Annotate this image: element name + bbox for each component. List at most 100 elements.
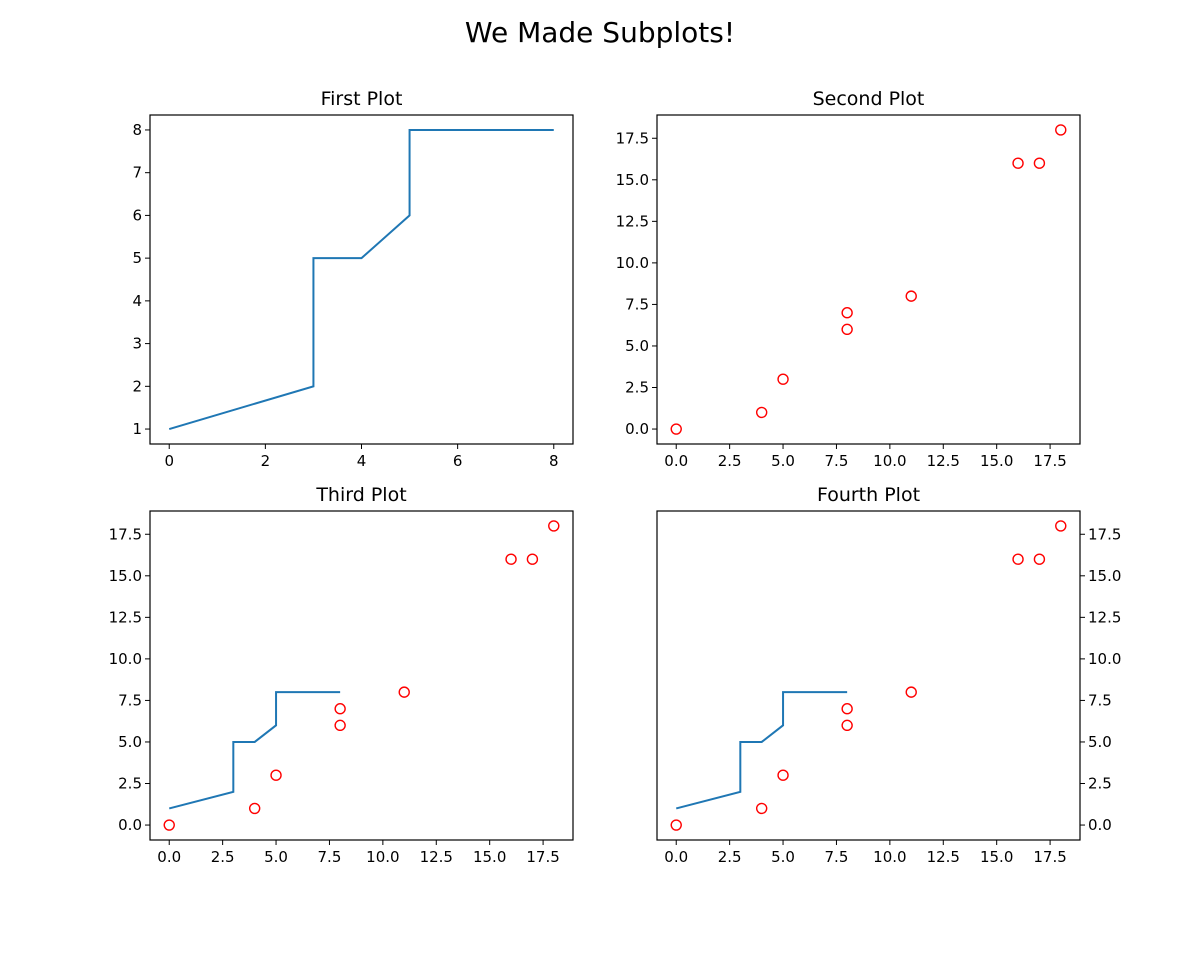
- third-plot-scatter-point: [334, 719, 346, 732]
- fourth-plot-x-tick-label: 17.5: [1033, 848, 1066, 866]
- second-plot: Second Plot 0.0 2.5 5.0 7.5 10.0 12.5 15.0 17.5 0…: [616, 88, 1081, 470]
- fourth-plot-y-tick-label: 0.0: [1088, 816, 1112, 834]
- first-plot-axes-frame: [149, 114, 574, 445]
- third-plot-y-tick-label: 7.5: [118, 691, 142, 709]
- third-plot-y-tick-label: 5.0: [118, 733, 142, 751]
- second-plot-x-tick-label: 2.5: [718, 452, 742, 470]
- second-plot-scatter-point: [905, 290, 917, 302]
- fourth-plot-scatter-point: [905, 686, 917, 698]
- second-plot-y-tick-label: 2.5: [625, 379, 649, 397]
- third-plot-y-tick-label: 17.5: [109, 525, 142, 543]
- second-plot-y-tick-label: 15.0: [616, 171, 649, 189]
- first-plot: First Plot 0 2 4 6 8 1 2 3 4 5 6 7 8: [132, 88, 574, 470]
- second-plot-scatter-point: [777, 373, 789, 385]
- third-plot-x-tick-label: 7.5: [318, 848, 342, 866]
- fourth-plot-x-tick-label: 15.0: [980, 848, 1013, 866]
- fourth-plot-y-tick-label: 7.5: [1088, 691, 1112, 709]
- second-plot-plot-area: [670, 124, 1067, 435]
- fourth-plot-y-tick-label: 15.0: [1088, 567, 1121, 585]
- first-plot-title: First Plot: [321, 88, 403, 110]
- second-plot-scatter-point: [841, 323, 853, 336]
- third-plot-y-tick-label: 0.0: [118, 816, 142, 834]
- second-plot-scatter-point: [1033, 157, 1046, 169]
- third-plot-plot-area: [163, 520, 560, 831]
- second-plot-axes-frame: [656, 114, 1081, 445]
- second-plot-y-tick-label: 5.0: [625, 337, 649, 355]
- second-plot-y-tick-label: 0.0: [625, 420, 649, 438]
- fourth-plot-scatter-point: [1055, 520, 1067, 532]
- fourth-plot-line-series: [675, 691, 848, 810]
- second-plot-y-tick-label: 7.5: [625, 295, 649, 313]
- third-plot-scatter-point: [548, 520, 560, 532]
- second-plot-x-tick-label: 7.5: [825, 452, 849, 470]
- first-plot-x-tick-label: 8: [549, 452, 559, 470]
- third-plot-scatter-point: [270, 769, 282, 781]
- third-plot-x-tick-label: 5.0: [264, 848, 288, 866]
- third-plot-scatter-point: [398, 686, 410, 698]
- first-plot-y-tick-label: 8: [132, 121, 142, 139]
- first-plot-y-tick-label: 3: [132, 335, 142, 353]
- fourth-plot-axes-frame: [656, 510, 1081, 841]
- fourth-plot-scatter-point: [755, 802, 768, 815]
- fourth-plot-y-tick-label: 17.5: [1088, 525, 1121, 543]
- second-plot-x-tick-label: 0.0: [664, 452, 688, 470]
- subplot-grid: First Plot 0 2 4 6 8 1 2 3 4 5 6 7 8 Second Plot 0.0 2.5…: [109, 88, 1122, 866]
- third-plot-x-tick-label: 0.0: [157, 848, 181, 866]
- third-plot-y-tick-label: 12.5: [109, 608, 142, 626]
- third-plot-x-tick-label: 12.5: [420, 848, 453, 866]
- second-plot-x-tick-label: 10.0: [873, 452, 906, 470]
- first-plot-y-tick-label: 2: [132, 377, 142, 395]
- second-plot-title: Second Plot: [813, 88, 925, 110]
- first-plot-line-series: [168, 128, 554, 431]
- third-plot-x-tick-label: 10.0: [366, 848, 399, 866]
- second-plot-scatter-point: [1012, 157, 1024, 169]
- third-plot-scatter-point: [163, 819, 175, 831]
- second-plot-x-tick-label: 17.5: [1033, 452, 1066, 470]
- fourth-plot-scatter-point: [841, 703, 853, 715]
- fourth-plot-scatter-point: [841, 719, 853, 732]
- fourth-plot-y-tick-label: 2.5: [1088, 775, 1112, 793]
- fourth-plot-plot-area: [670, 520, 1067, 831]
- third-plot-scatter-point: [505, 553, 517, 565]
- second-plot-y-tick-label: 17.5: [616, 129, 649, 147]
- first-plot-x-tick-label: 2: [261, 452, 271, 470]
- first-plot-y-tick-label: 4: [132, 292, 142, 310]
- fourth-plot: Fourth Plot 0.0 2.5 5.0 7.5 10.0 12.5 15.0 17.5 0…: [656, 484, 1121, 866]
- fourth-plot-x-tick-label: 5.0: [771, 848, 795, 866]
- fourth-plot-x-tick-label: 12.5: [927, 848, 960, 866]
- third-plot-scatter-point: [526, 553, 539, 565]
- fourth-plot-x-tick-label: 10.0: [873, 848, 906, 866]
- third-plot: Third Plot 0.0 2.5 5.0 7.5 10.0 12.5 15.0 17.5 0.…: [109, 484, 574, 866]
- fourth-plot-scatter-point: [670, 819, 682, 831]
- first-plot-y-tick-label: 6: [132, 206, 142, 224]
- third-plot-axes-frame: [149, 510, 574, 841]
- third-plot-line-series: [168, 691, 341, 810]
- fourth-plot-y-tick-label: 10.0: [1088, 650, 1121, 668]
- first-plot-x-tick-label: 6: [453, 452, 463, 470]
- fourth-plot-scatter-point: [1033, 553, 1046, 565]
- third-plot-x-tick-label: 15.0: [473, 848, 506, 866]
- second-plot-x-tick-label: 15.0: [980, 452, 1013, 470]
- third-plot-scatter-point: [248, 802, 261, 815]
- fourth-plot-scatter-point: [777, 769, 789, 781]
- third-plot-x-tick-label: 2.5: [211, 848, 235, 866]
- fourth-plot-y-tick-label: 5.0: [1088, 733, 1112, 751]
- second-plot-scatter-point: [841, 307, 853, 319]
- third-plot-y-tick-label: 15.0: [109, 567, 142, 585]
- fourth-plot-scatter-point: [1012, 553, 1024, 565]
- first-plot-y-tick-label: 7: [132, 164, 142, 182]
- second-plot-y-tick-label: 12.5: [616, 212, 649, 230]
- first-plot-plot-area: [168, 128, 554, 431]
- fourth-plot-title: Fourth Plot: [817, 484, 920, 506]
- third-plot-x-tick-label: 17.5: [526, 848, 559, 866]
- third-plot-scatter-point: [334, 703, 346, 715]
- fourth-plot-x-tick-label: 0.0: [664, 848, 688, 866]
- third-plot-y-tick-label: 10.0: [109, 650, 142, 668]
- first-plot-y-tick-label: 1: [132, 420, 142, 438]
- fourth-plot-x-tick-label: 7.5: [825, 848, 849, 866]
- figure-title: We Made Subplots!: [465, 16, 735, 49]
- second-plot-x-tick-label: 5.0: [771, 452, 795, 470]
- second-plot-scatter-point: [1055, 124, 1067, 136]
- second-plot-x-tick-label: 12.5: [927, 452, 960, 470]
